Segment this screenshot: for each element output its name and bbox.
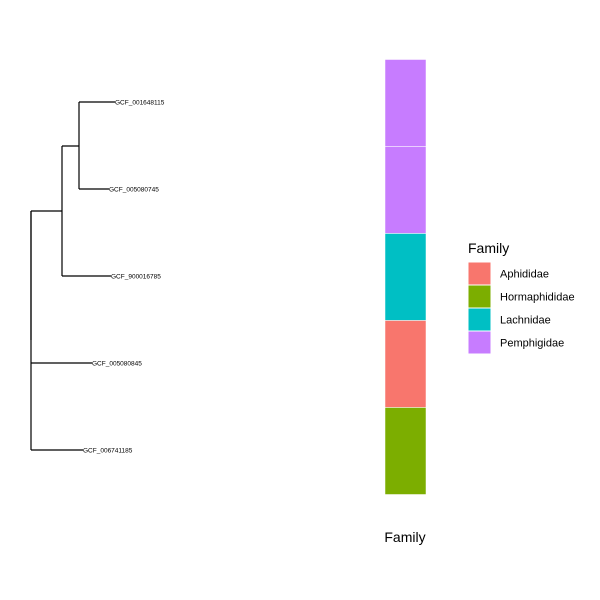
legend-title: Family	[468, 240, 509, 256]
tip-labels: GCF_001648115 GCF_005080745 GCF_90001678…	[83, 100, 165, 455]
tip-label: GCF_006741185	[83, 448, 133, 455]
tip-label: GCF_001648115	[115, 100, 165, 107]
heatmap-cell-pemphigidae	[384, 146, 427, 234]
legend-key-lachnidae	[467, 307, 492, 332]
heatmap-cell-pemphigidae	[384, 59, 427, 147]
legend-label: Lachnidae	[500, 315, 551, 327]
heatmap-column-label: Family	[384, 529, 425, 545]
legend: Aphididae Hormaphididae Lachnidae Pemphigid…	[467, 261, 575, 355]
heatmap-cell-aphididae	[384, 320, 427, 408]
legend-key-aphididae	[467, 261, 492, 286]
tip-label: GCF_900016785	[111, 274, 161, 281]
tree-branches	[30, 101, 115, 451]
tip-label: GCF_005080845	[92, 361, 142, 368]
legend-label: Hormaphididae	[500, 292, 575, 304]
heatmap-column	[384, 59, 427, 495]
heatmap-cell-hormaphididae	[384, 407, 427, 495]
tip-label: GCF_005080745	[109, 187, 159, 194]
legend-key-hormaphididae	[467, 284, 492, 309]
heatmap-cell-lachnidae	[384, 233, 427, 321]
legend-label: Pemphigidae	[500, 338, 564, 350]
legend-label: Aphididae	[500, 269, 549, 281]
legend-key-pemphigidae	[467, 330, 492, 355]
